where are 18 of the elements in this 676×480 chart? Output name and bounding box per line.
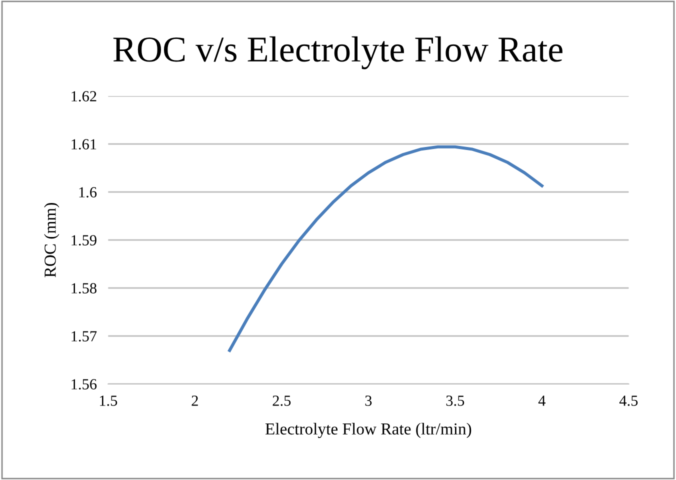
x-tick-label: 4	[538, 396, 546, 406]
x-tick-label: 1.5	[100, 396, 118, 406]
x-tick-label: 3	[365, 396, 372, 406]
x-tick-label: 3.5	[446, 396, 464, 406]
y-tick-label: 1.59	[72, 235, 96, 246]
y-axis-title: ROC (mm)	[44, 203, 60, 278]
y-tick-label: 1.61	[72, 139, 96, 150]
y-tick-label: 1.62	[72, 91, 96, 102]
x-tick-label: 2.5	[272, 396, 291, 406]
y-tick-label: 1.58	[72, 283, 96, 294]
x-axis-title: Electrolyte Flow Rate (ltr/min)	[265, 422, 472, 438]
y-tick-label: 1.56	[72, 379, 97, 390]
chart-title: ROC v/s Electrolyte Flow Rate	[113, 36, 562, 70]
x-tick-label: 2	[192, 396, 198, 406]
y-tick-label: 1.6	[79, 187, 97, 198]
y-tick-label: 1.57	[72, 331, 97, 342]
line-series	[228, 145, 544, 352]
x-tick-label: 4.5	[619, 396, 638, 406]
